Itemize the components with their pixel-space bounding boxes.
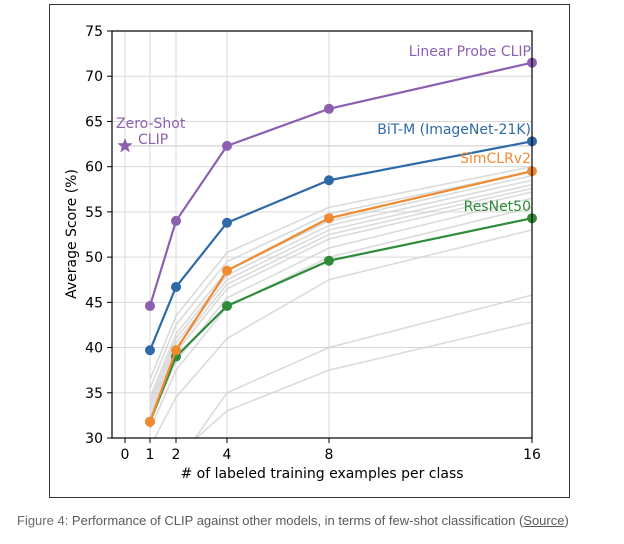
x-tick-label-4: 4 bbox=[223, 447, 232, 463]
plot-area bbox=[112, 31, 532, 438]
y-tick-label-35: 35 bbox=[85, 386, 103, 402]
series-label-resnet50: ResNet50 bbox=[464, 199, 531, 215]
data-point-bit-m-imagenet-21k-x2 bbox=[171, 281, 181, 292]
y-tick-label-65: 65 bbox=[85, 114, 103, 130]
plot-border bbox=[111, 30, 533, 439]
x-tick-label-8: 8 bbox=[325, 447, 334, 463]
background-line-1 bbox=[149, 170, 532, 389]
series-label-bit-m-imagenet-21k: BiT-M (ImageNet-21K) bbox=[377, 122, 531, 138]
figure-caption: Figure 4: Performance of CLIP against ot… bbox=[17, 513, 569, 528]
x-tick-label-0: 0 bbox=[121, 447, 130, 463]
series-lines bbox=[117, 57, 537, 427]
x-tick-label-2: 2 bbox=[172, 447, 181, 463]
axes: 30 35 40 45 50 55 60 65 70 75 0 1 2 4 8 16 bbox=[85, 24, 541, 463]
y-tick-label-45: 45 bbox=[85, 295, 103, 311]
data-point-simclrv2-x2 bbox=[171, 345, 181, 356]
data-point-bit-m-imagenet-21k-x1 bbox=[145, 345, 155, 356]
series-labels: Linear Probe CLIP BiT-M (ImageNet-21K) Sim… bbox=[116, 44, 531, 215]
x-axis-title: # of labeled training examples per class bbox=[180, 466, 463, 482]
x-tick-label-1: 1 bbox=[146, 447, 155, 463]
data-point-simclrv2-x1 bbox=[145, 416, 155, 427]
series-label-simclrv2: SimCLRv2 bbox=[460, 151, 531, 167]
data-point-linear-probe-clip-x1 bbox=[145, 300, 155, 311]
zero-shot-star-marker bbox=[117, 137, 133, 153]
y-tick-label-40: 40 bbox=[85, 341, 103, 357]
data-point-resnet50-x8 bbox=[324, 255, 334, 266]
caption-text: Performance of CLIP against other models… bbox=[68, 513, 524, 528]
background-line-10 bbox=[195, 321, 532, 438]
data-point-linear-probe-clip-x8 bbox=[324, 103, 334, 114]
series-label-linear-probe-clip: Linear Probe CLIP bbox=[409, 44, 531, 60]
x-tick-label-16: 16 bbox=[523, 447, 541, 463]
background-line-9 bbox=[153, 229, 532, 438]
zero-shot-label-line2: CLIP bbox=[138, 132, 168, 148]
caption-lead: Figure 4: bbox=[17, 513, 69, 528]
background-line-0 bbox=[149, 165, 532, 380]
few-shot-line-chart: 30 35 40 45 50 55 60 65 70 75 0 1 2 4 8 16 Linear Probe… bbox=[64, 24, 541, 482]
y-tick-label-50: 50 bbox=[85, 250, 103, 266]
caption-close: ) bbox=[564, 513, 569, 528]
source-link[interactable]: Source bbox=[523, 513, 565, 528]
data-point-resnet50-x4 bbox=[222, 300, 232, 311]
y-tick-label-60: 60 bbox=[85, 160, 103, 176]
figure-frame: 30 35 40 45 50 55 60 65 70 75 0 1 2 4 8 16 Linear Probe… bbox=[49, 4, 570, 498]
background-line-4 bbox=[149, 183, 532, 407]
data-point-linear-probe-clip-x4 bbox=[222, 140, 232, 151]
data-point-bit-m-imagenet-21k-x4 bbox=[222, 217, 232, 228]
y-tick-label-55: 55 bbox=[85, 205, 103, 221]
y-tick-label-70: 70 bbox=[85, 69, 103, 85]
series-simclrv2 bbox=[145, 166, 537, 427]
data-point-simclrv2-x4 bbox=[222, 265, 232, 276]
y-axis-title: Average Score (%) bbox=[64, 169, 80, 299]
data-point-bit-m-imagenet-21k-x8 bbox=[324, 175, 334, 186]
y-tick-label-75: 75 bbox=[85, 24, 103, 40]
y-tick-label-30: 30 bbox=[85, 431, 103, 447]
data-point-linear-probe-clip-x2 bbox=[171, 215, 181, 226]
series-bit-m-imagenet-21k bbox=[145, 136, 537, 356]
data-point-simclrv2-x8 bbox=[324, 213, 334, 224]
background-line-5 bbox=[149, 187, 532, 412]
zero-shot-label-line1: Zero-Shot bbox=[116, 116, 186, 132]
background-line-11 bbox=[194, 294, 532, 438]
